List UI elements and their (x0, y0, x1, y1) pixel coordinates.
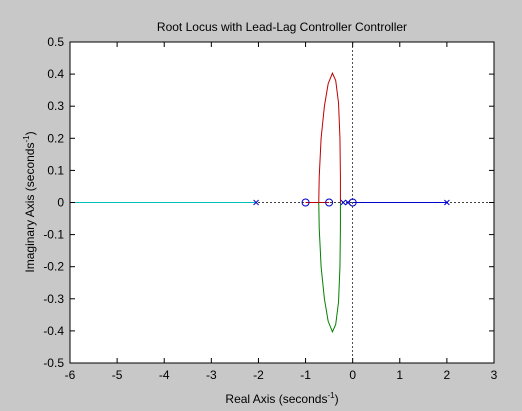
x-tick-label: 3 (491, 368, 498, 382)
x-tick-labels: -6 -5 -4 -3 -2 -1 0 1 2 3 (65, 368, 498, 382)
y-tick-label: 0 (57, 196, 64, 210)
zero-marker (325, 198, 334, 207)
y-tick-label: -0.3 (43, 292, 64, 306)
locus-branches (70, 71, 447, 334)
pole-marker (444, 199, 450, 206)
x-tick-label: -1 (300, 368, 311, 382)
chart-title: Root Locus with Lead-Lag Controller Cont… (157, 20, 407, 34)
y-tick-label: -0.1 (43, 228, 64, 242)
y-tick-label: -0.2 (43, 260, 64, 274)
axis-ticks (69, 41, 495, 364)
x-tick-label: -5 (112, 368, 123, 382)
y-tick-label: 0.2 (47, 131, 64, 145)
y-tick-label: 0.5 (47, 35, 64, 49)
y-tick-labels: -0.5 -0.4 -0.3 -0.2 -0.1 0 0.1 0.2 0.3 0.4 0.5 (43, 35, 64, 370)
pole-marker (253, 199, 259, 206)
y-tick-label: 0.4 (47, 67, 64, 81)
x-tick-label: 2 (444, 368, 451, 382)
y-axis-label: Imaginary Axis (seconds-1) (22, 131, 37, 272)
pole-marker (340, 199, 347, 206)
x-axis-label: Real Axis (seconds-1) (225, 391, 338, 406)
x-tick-label: -6 (65, 368, 76, 382)
y-tick-label: 0.3 (47, 99, 64, 113)
x-tick-label: 1 (396, 368, 403, 382)
locus-branch (318, 202, 341, 334)
y-tick-label: -0.5 (43, 356, 64, 370)
x-tick-label: -2 (253, 368, 264, 382)
x-tick-label: 0 (349, 368, 356, 382)
zero-marker (301, 198, 310, 207)
x-tick-label: -4 (159, 368, 170, 382)
locus-branch (318, 71, 341, 203)
zero-marker (348, 198, 357, 207)
pole-zero-markers (253, 198, 450, 207)
x-tick-label: -3 (206, 368, 217, 382)
y-tick-label: 0.1 (47, 163, 64, 177)
y-tick-label: -0.4 (43, 324, 64, 338)
